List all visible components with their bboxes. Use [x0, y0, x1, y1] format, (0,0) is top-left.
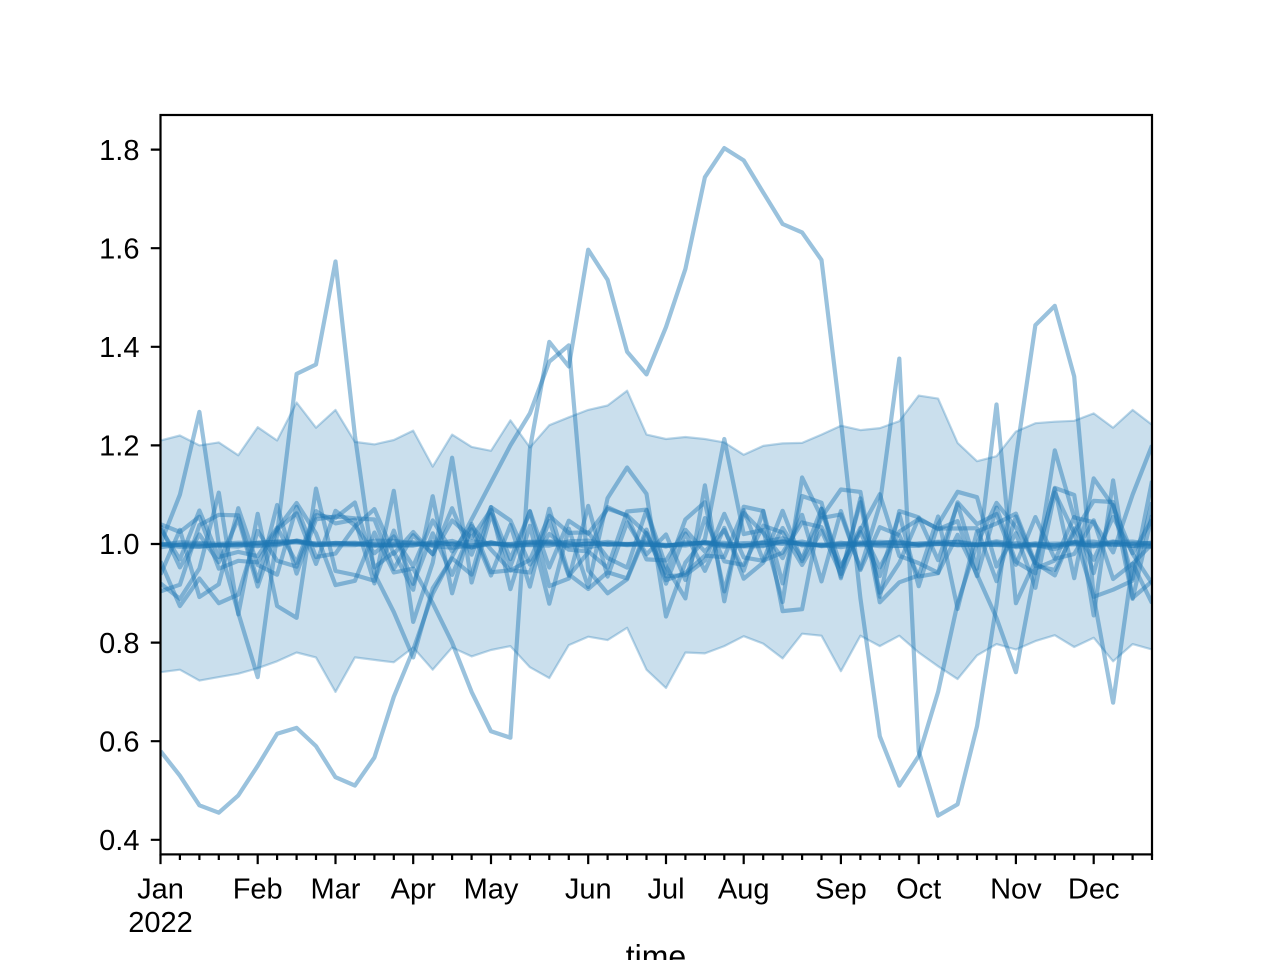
svg-text:Dec: Dec — [1068, 874, 1120, 906]
svg-text:Feb: Feb — [233, 874, 283, 906]
svg-text:May: May — [464, 874, 519, 906]
svg-text:Aug: Aug — [718, 874, 770, 906]
svg-text:0.6: 0.6 — [99, 726, 139, 758]
svg-text:0.8: 0.8 — [99, 628, 139, 660]
svg-text:1.2: 1.2 — [99, 431, 139, 463]
svg-text:Jan: Jan — [137, 874, 184, 906]
svg-text:1.0: 1.0 — [99, 529, 139, 561]
svg-text:0.4: 0.4 — [99, 825, 139, 857]
svg-text:Apr: Apr — [391, 874, 436, 906]
svg-text:Nov: Nov — [990, 874, 1042, 906]
svg-text:Oct: Oct — [896, 874, 941, 906]
svg-text:Sep: Sep — [815, 874, 867, 906]
svg-text:Jun: Jun — [565, 874, 612, 906]
svg-text:1.6: 1.6 — [99, 233, 139, 265]
svg-text:time: time — [626, 939, 686, 960]
svg-text:2022: 2022 — [128, 907, 193, 939]
svg-text:1.8: 1.8 — [99, 135, 139, 167]
svg-text:1.4: 1.4 — [99, 332, 139, 364]
svg-text:Mar: Mar — [311, 874, 361, 906]
svg-text:Jul: Jul — [647, 874, 684, 906]
